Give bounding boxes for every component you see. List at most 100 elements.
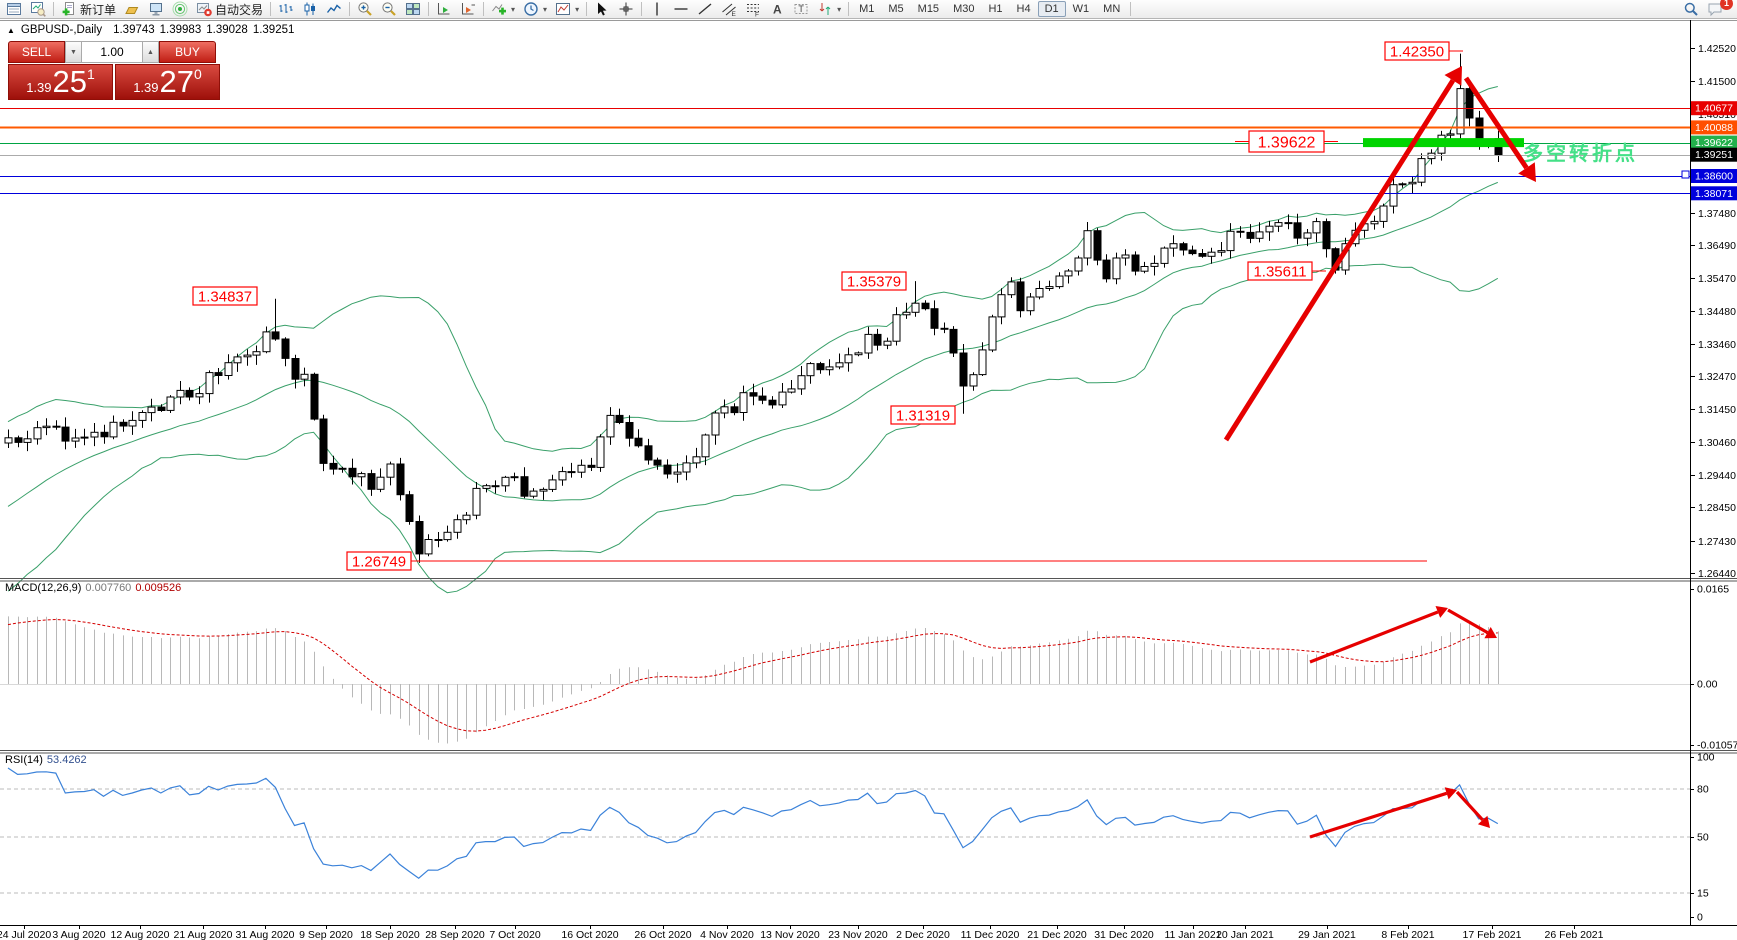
svg-text:28 Sep 2020: 28 Sep 2020 xyxy=(425,929,485,940)
sell-price-big: 25 xyxy=(52,64,87,99)
sell-price-button[interactable]: 1.39 25 1 xyxy=(8,64,113,100)
svg-text:1.36490: 1.36490 xyxy=(1698,240,1736,252)
svg-text:1.39622: 1.39622 xyxy=(1258,134,1316,151)
svg-text:29 Jan 2021: 29 Jan 2021 xyxy=(1298,929,1356,940)
timeframe-h4-button[interactable]: H4 xyxy=(1016,3,1031,15)
panel-frame xyxy=(0,20,1737,926)
timeframe-m1-button[interactable]: M1 xyxy=(859,3,875,15)
toolbar-separator xyxy=(586,2,588,16)
svg-text:多空转折点: 多空转折点 xyxy=(1523,141,1638,165)
svg-text:F: F xyxy=(755,12,759,18)
notification-badge: 1 xyxy=(1720,0,1733,10)
svg-text:8 Feb 2021: 8 Feb 2021 xyxy=(1381,929,1434,940)
data-window-button[interactable] xyxy=(26,1,50,18)
svg-text:1.35379: 1.35379 xyxy=(847,273,901,290)
macd-name: MACD(12,26,9) xyxy=(5,582,82,594)
new-order-button[interactable]: 新订单 xyxy=(57,1,120,18)
svg-text:A: A xyxy=(773,3,782,17)
signals-button[interactable] xyxy=(168,1,192,18)
svg-text:1.26440: 1.26440 xyxy=(1698,568,1736,580)
svg-text:21 Aug 2020: 21 Aug 2020 xyxy=(174,929,233,940)
collapse-panel-icon[interactable]: ▲ xyxy=(7,25,15,35)
svg-text:23 Nov 2020: 23 Nov 2020 xyxy=(828,929,888,940)
svg-text:3 Aug 2020: 3 Aug 2020 xyxy=(52,929,105,940)
svg-text:16 Oct 2020: 16 Oct 2020 xyxy=(561,929,618,940)
volume-input[interactable] xyxy=(82,41,142,63)
auto-scroll-button[interactable] xyxy=(432,1,456,18)
time-axis[interactable]: 24 Jul 2020 3 Aug 2020 12 Aug 2020 21 Aug 2… xyxy=(0,925,1604,940)
chart-shift-button[interactable] xyxy=(456,1,480,18)
svg-text:1.30460: 1.30460 xyxy=(1698,437,1736,449)
zoom-in-button[interactable] xyxy=(353,1,377,18)
toolbar-separator xyxy=(428,2,430,16)
horizontal-line-button[interactable] xyxy=(669,1,693,18)
svg-text:24 Jul 2020: 24 Jul 2020 xyxy=(0,929,51,940)
text-label-button[interactable]: T xyxy=(789,1,813,18)
volume-decrease-button[interactable]: ▼ xyxy=(65,41,82,63)
svg-text:31 Aug 2020: 31 Aug 2020 xyxy=(236,929,295,940)
svg-text:1.27430: 1.27430 xyxy=(1698,536,1736,548)
vertical-line-button[interactable] xyxy=(645,1,669,18)
toolbar-separator xyxy=(1130,2,1132,16)
svg-text:1.31319: 1.31319 xyxy=(896,407,950,424)
svg-text:1.34480: 1.34480 xyxy=(1698,306,1736,318)
equidistant-channel-button[interactable]: E xyxy=(717,1,741,18)
svg-text:1.39622: 1.39622 xyxy=(1695,137,1733,149)
timeframe-m30-button[interactable]: M30 xyxy=(953,3,975,15)
autotrading-button[interactable]: 自动交易 xyxy=(192,1,267,18)
search-button[interactable] xyxy=(1679,1,1703,18)
price-axis[interactable]: 1.425201.415001.405101.395001.385001.374… xyxy=(1690,43,1737,580)
svg-text:100: 100 xyxy=(1697,752,1715,764)
trendline-button[interactable] xyxy=(693,1,717,18)
timeframe-d1-button[interactable]: D1 xyxy=(1037,1,1066,17)
open-value: 1.39743 xyxy=(113,24,155,36)
svg-text:1.28450: 1.28450 xyxy=(1698,502,1736,514)
text-button[interactable]: A xyxy=(765,1,789,18)
toolbar-separator xyxy=(53,2,54,16)
svg-text:1.29440: 1.29440 xyxy=(1698,470,1736,482)
macd-main-value: 0.007760 xyxy=(85,582,132,594)
zoom-out-button[interactable] xyxy=(377,1,401,18)
svg-text:31 Dec 2020: 31 Dec 2020 xyxy=(1094,929,1154,940)
svg-text:11 Jan 2021: 11 Jan 2021 xyxy=(1164,929,1221,940)
svg-text:1.35470: 1.35470 xyxy=(1698,273,1736,285)
svg-text:0.0165: 0.0165 xyxy=(1697,584,1729,596)
svg-text:21 Dec 2020: 21 Dec 2020 xyxy=(1027,929,1087,940)
timeframe-m5-button[interactable]: M5 xyxy=(888,3,904,15)
chevron-down-icon: ▾ xyxy=(837,4,842,14)
arrows-button[interactable]: ▾ xyxy=(813,1,845,18)
gold-bar-button[interactable] xyxy=(120,1,144,18)
periodicity-button[interactable]: ▾ xyxy=(519,1,551,18)
timeframe-h1-button[interactable]: H1 xyxy=(988,3,1003,15)
timeframe-mn-button[interactable]: MN xyxy=(1103,3,1121,15)
svg-text:1.37480: 1.37480 xyxy=(1698,208,1736,220)
indicators-button[interactable]: ▾ xyxy=(487,1,519,18)
svg-text:0.00: 0.00 xyxy=(1697,679,1718,691)
svg-text:1.41500: 1.41500 xyxy=(1698,76,1736,88)
market-watch-button[interactable] xyxy=(2,1,26,18)
buy-price-big: 27 xyxy=(159,64,194,99)
tile-windows-button[interactable] xyxy=(401,1,425,18)
cursor-button[interactable] xyxy=(590,1,614,18)
low-value: 1.39028 xyxy=(206,24,248,36)
line-chart-button[interactable] xyxy=(322,1,346,18)
timeframe-m15-button[interactable]: M15 xyxy=(917,3,940,15)
crosshair-button[interactable] xyxy=(614,1,638,18)
fibonacci-button[interactable]: F xyxy=(741,1,765,18)
templates-button[interactable]: ▾ xyxy=(551,1,583,18)
chevron-down-icon: ▾ xyxy=(575,4,580,14)
buy-price-button[interactable]: 1.39 27 0 xyxy=(115,64,220,100)
svg-text:0: 0 xyxy=(1697,912,1703,924)
chevron-down-icon: ▾ xyxy=(511,4,516,14)
terminal-button[interactable] xyxy=(144,1,168,18)
sell-button[interactable]: SELL xyxy=(8,41,65,63)
symbol-title: GBPUSD-,Daily xyxy=(20,24,103,36)
candle-chart-button[interactable] xyxy=(298,1,322,18)
buy-button[interactable]: BUY xyxy=(159,41,216,63)
bar-chart-button[interactable] xyxy=(274,1,298,18)
volume-increase-button[interactable]: ▲ xyxy=(142,41,159,63)
chat-button[interactable]: 1 xyxy=(1703,0,1733,18)
timeframe-w1-button[interactable]: W1 xyxy=(1072,3,1090,15)
